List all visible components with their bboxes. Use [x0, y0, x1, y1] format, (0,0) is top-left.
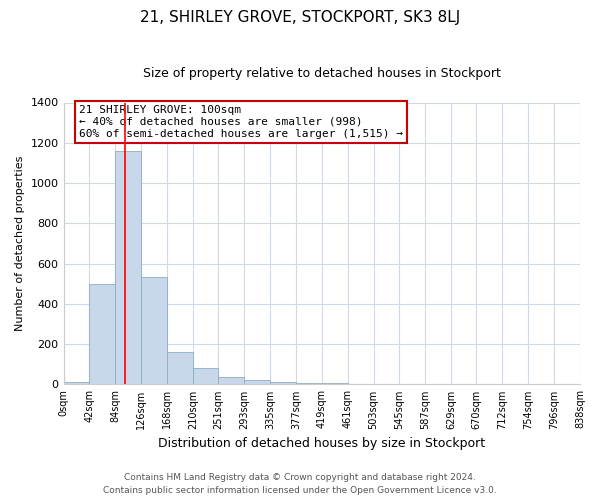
Bar	[115, 151, 141, 384]
Bar	[64, 382, 89, 384]
X-axis label: Distribution of detached houses by size in Stockport: Distribution of detached houses by size …	[158, 437, 485, 450]
Bar	[141, 276, 167, 384]
Bar	[167, 352, 193, 384]
Text: 21 SHIRLEY GROVE: 100sqm
← 40% of detached houses are smaller (998)
60% of semi-: 21 SHIRLEY GROVE: 100sqm ← 40% of detach…	[79, 106, 403, 138]
Title: Size of property relative to detached houses in Stockport: Size of property relative to detached ho…	[143, 68, 501, 80]
Bar	[244, 380, 270, 384]
Bar	[193, 368, 218, 384]
Text: Contains HM Land Registry data © Crown copyright and database right 2024.
Contai: Contains HM Land Registry data © Crown c…	[103, 474, 497, 495]
Bar	[270, 382, 296, 384]
Y-axis label: Number of detached properties: Number of detached properties	[15, 156, 25, 331]
Bar	[89, 284, 115, 384]
Bar	[218, 377, 244, 384]
Bar	[296, 383, 322, 384]
Text: 21, SHIRLEY GROVE, STOCKPORT, SK3 8LJ: 21, SHIRLEY GROVE, STOCKPORT, SK3 8LJ	[140, 10, 460, 25]
